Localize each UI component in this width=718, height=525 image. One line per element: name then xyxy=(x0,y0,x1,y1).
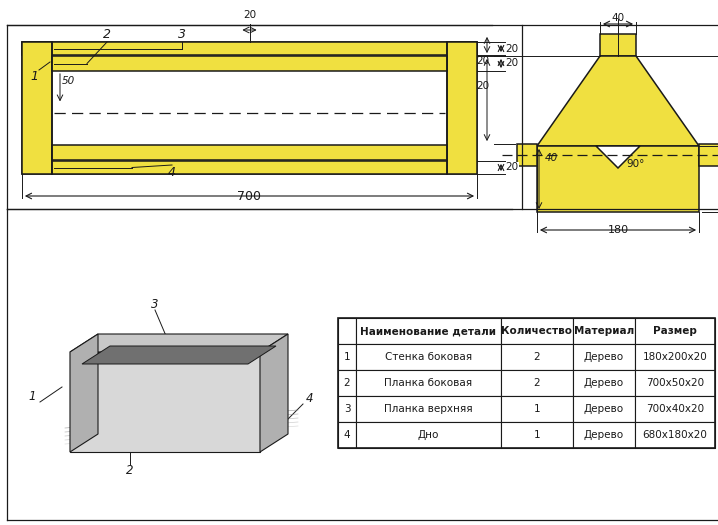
Text: Размер: Размер xyxy=(653,326,697,336)
Text: 20: 20 xyxy=(505,44,518,54)
Text: Стенка боковая: Стенка боковая xyxy=(385,352,472,362)
Text: 1: 1 xyxy=(28,391,36,404)
Polygon shape xyxy=(260,334,288,452)
Bar xyxy=(501,344,573,370)
Bar xyxy=(338,344,356,370)
Text: 20: 20 xyxy=(505,163,518,173)
Text: 20: 20 xyxy=(476,81,489,91)
Polygon shape xyxy=(596,146,640,168)
Text: 700: 700 xyxy=(238,190,261,203)
Bar xyxy=(600,34,636,56)
Bar xyxy=(635,422,715,448)
Text: 90°: 90° xyxy=(626,159,644,169)
Text: 40: 40 xyxy=(612,13,625,23)
Bar xyxy=(501,370,573,396)
Bar xyxy=(22,42,52,174)
Bar xyxy=(22,42,477,55)
Text: 2: 2 xyxy=(126,464,134,477)
Bar xyxy=(635,396,715,422)
Polygon shape xyxy=(70,352,260,452)
Bar xyxy=(52,145,447,160)
Text: 50: 50 xyxy=(62,76,75,86)
Text: 2: 2 xyxy=(103,27,111,40)
Text: Планка боковая: Планка боковая xyxy=(384,378,472,388)
Text: 1: 1 xyxy=(533,404,541,414)
Bar xyxy=(573,422,635,448)
Bar xyxy=(699,144,718,166)
Bar xyxy=(338,396,356,422)
Text: 2: 2 xyxy=(344,378,350,388)
Text: 20: 20 xyxy=(243,10,256,20)
Text: 180х200х20: 180х200х20 xyxy=(643,352,707,362)
Text: 3: 3 xyxy=(178,27,186,40)
Bar xyxy=(356,318,501,344)
Bar xyxy=(356,396,501,422)
Bar xyxy=(338,318,356,344)
Text: Дерево: Дерево xyxy=(584,378,624,388)
Text: 4: 4 xyxy=(307,393,314,405)
Text: Планка верхняя: Планка верхняя xyxy=(384,404,473,414)
Text: 40: 40 xyxy=(545,153,559,163)
Text: Дно: Дно xyxy=(418,430,439,440)
Bar xyxy=(635,344,715,370)
Bar xyxy=(52,56,447,71)
Text: 180: 180 xyxy=(607,225,628,235)
Bar xyxy=(573,318,635,344)
Text: 4: 4 xyxy=(344,430,350,440)
Polygon shape xyxy=(537,146,699,212)
Bar xyxy=(501,396,573,422)
Text: 20: 20 xyxy=(476,56,489,66)
Bar xyxy=(573,370,635,396)
Text: 2: 2 xyxy=(533,352,541,362)
Text: 3: 3 xyxy=(151,298,159,310)
Text: Материал: Материал xyxy=(574,326,634,336)
Bar xyxy=(501,422,573,448)
Text: 700х50х20: 700х50х20 xyxy=(646,378,704,388)
Bar xyxy=(573,344,635,370)
Bar xyxy=(338,370,356,396)
Text: 4: 4 xyxy=(168,165,176,178)
Bar xyxy=(338,422,356,448)
Text: Дерево: Дерево xyxy=(584,430,624,440)
Bar xyxy=(517,144,537,166)
Text: 1: 1 xyxy=(344,352,350,362)
Text: Дерево: Дерево xyxy=(584,404,624,414)
Text: Количество: Количество xyxy=(501,326,572,336)
Text: 680х180х20: 680х180х20 xyxy=(643,430,707,440)
Text: 2: 2 xyxy=(533,378,541,388)
Polygon shape xyxy=(82,346,276,364)
Text: 3: 3 xyxy=(344,404,350,414)
Bar xyxy=(447,42,477,174)
Text: Наименование детали: Наименование детали xyxy=(360,326,497,336)
Bar xyxy=(52,161,447,174)
Polygon shape xyxy=(537,56,699,146)
Text: 700х40х20: 700х40х20 xyxy=(646,404,704,414)
Text: 20: 20 xyxy=(505,58,518,68)
Bar xyxy=(338,318,715,448)
Bar xyxy=(573,396,635,422)
Bar xyxy=(635,370,715,396)
Text: Дерево: Дерево xyxy=(584,352,624,362)
Bar xyxy=(356,344,501,370)
Bar xyxy=(22,42,477,174)
Bar xyxy=(356,370,501,396)
Polygon shape xyxy=(70,334,288,352)
Text: 1: 1 xyxy=(533,430,541,440)
Bar xyxy=(501,318,573,344)
Bar xyxy=(635,318,715,344)
Polygon shape xyxy=(70,334,98,452)
Bar xyxy=(356,422,501,448)
Text: 1: 1 xyxy=(30,70,38,83)
